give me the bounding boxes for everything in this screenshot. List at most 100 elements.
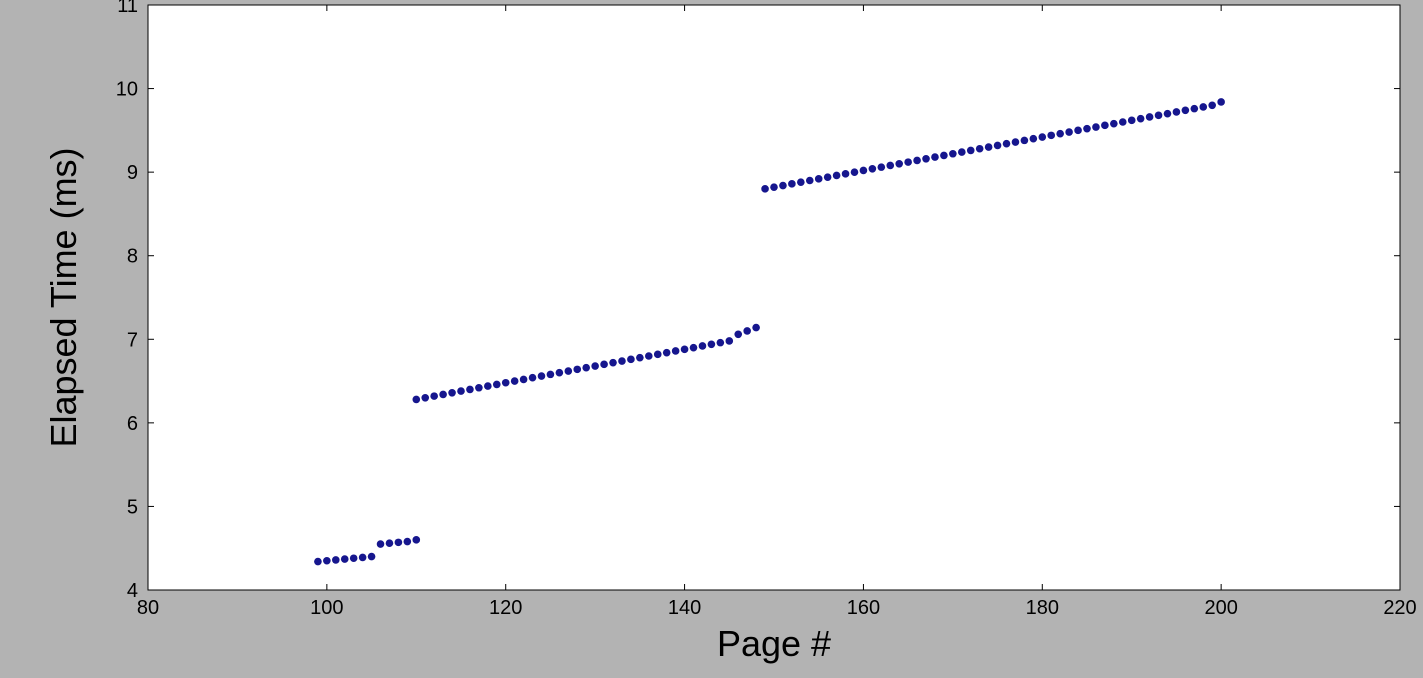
- data-point: [314, 558, 322, 566]
- data-point: [949, 150, 957, 158]
- data-point: [681, 346, 689, 354]
- data-point: [895, 160, 903, 168]
- y-tick-label: 8: [127, 246, 138, 268]
- data-point: [609, 359, 617, 367]
- data-point: [770, 183, 778, 191]
- x-tick-label: 180: [1026, 597, 1059, 619]
- data-point: [994, 142, 1002, 150]
- data-point: [1119, 118, 1127, 126]
- plot-area: [148, 5, 1400, 590]
- data-point: [1217, 98, 1225, 106]
- data-point: [600, 361, 608, 369]
- data-point: [734, 330, 742, 338]
- data-point: [430, 392, 438, 400]
- data-point: [1191, 105, 1199, 113]
- data-point: [332, 556, 340, 564]
- data-point: [591, 362, 599, 370]
- data-point: [582, 364, 590, 372]
- y-tick-label: 5: [127, 496, 138, 518]
- data-point: [1021, 137, 1029, 145]
- data-point: [538, 372, 546, 380]
- data-point: [940, 152, 948, 160]
- data-point: [618, 357, 626, 365]
- data-point: [878, 163, 886, 171]
- data-point: [1056, 130, 1064, 138]
- data-point: [1182, 107, 1190, 115]
- data-point: [484, 382, 492, 390]
- data-point: [833, 172, 841, 180]
- data-point: [824, 173, 832, 181]
- data-point: [699, 342, 707, 350]
- data-point: [1012, 138, 1020, 146]
- data-point: [1199, 103, 1207, 111]
- y-axis-label: Elapsed Time (ms): [43, 147, 84, 447]
- data-point: [967, 147, 975, 155]
- y-tick-label: 4: [127, 580, 138, 602]
- data-point: [511, 377, 519, 385]
- data-point: [886, 162, 894, 170]
- data-point: [457, 387, 465, 395]
- data-point: [412, 536, 420, 544]
- data-point: [931, 153, 939, 161]
- data-point: [439, 391, 447, 399]
- data-point: [806, 177, 814, 185]
- data-point: [1003, 140, 1011, 148]
- data-point: [573, 366, 581, 374]
- x-tick-label: 200: [1204, 597, 1237, 619]
- x-tick-label: 100: [310, 597, 343, 619]
- data-point: [958, 148, 966, 156]
- data-point: [1146, 113, 1154, 121]
- data-point: [377, 540, 385, 548]
- data-point: [869, 165, 877, 173]
- data-point: [386, 539, 394, 547]
- data-point: [448, 389, 456, 397]
- data-point: [672, 347, 680, 355]
- data-point: [395, 539, 403, 547]
- data-point: [556, 369, 564, 377]
- data-point: [466, 386, 474, 394]
- data-point: [421, 394, 429, 402]
- x-tick-label: 160: [847, 597, 880, 619]
- data-point: [341, 555, 349, 563]
- data-point: [493, 381, 501, 389]
- data-point: [842, 170, 850, 178]
- data-point: [627, 356, 635, 364]
- data-point: [815, 175, 823, 183]
- x-tick-label: 220: [1383, 597, 1416, 619]
- data-point: [1164, 110, 1172, 118]
- data-point: [323, 557, 331, 565]
- data-point: [359, 554, 367, 562]
- y-tick-label: 11: [117, 0, 138, 17]
- x-tick-label: 80: [137, 597, 159, 619]
- data-point: [788, 180, 796, 188]
- data-point: [725, 337, 733, 345]
- y-tick-label: 6: [127, 413, 138, 435]
- data-point: [860, 167, 868, 175]
- data-point: [1173, 108, 1181, 116]
- data-point: [1030, 135, 1038, 143]
- data-point: [922, 155, 930, 163]
- data-point: [851, 168, 859, 176]
- data-point: [412, 396, 420, 404]
- data-point: [904, 158, 912, 166]
- data-point: [529, 374, 537, 382]
- data-point: [976, 145, 984, 153]
- data-point: [913, 157, 921, 165]
- data-point: [547, 371, 555, 379]
- y-tick-label: 9: [127, 162, 138, 184]
- data-point: [1038, 133, 1046, 141]
- data-point: [1128, 117, 1136, 125]
- data-point: [743, 327, 751, 335]
- data-point: [1092, 123, 1100, 131]
- data-point: [761, 185, 769, 193]
- data-point: [779, 182, 787, 190]
- data-point: [1047, 132, 1055, 140]
- data-point: [1208, 101, 1216, 109]
- x-axis-label: Page #: [717, 623, 831, 664]
- data-point: [985, 143, 993, 151]
- data-point: [1155, 112, 1163, 120]
- data-point: [565, 367, 573, 375]
- data-point: [1083, 125, 1091, 133]
- data-point: [654, 351, 662, 359]
- data-point: [690, 344, 698, 352]
